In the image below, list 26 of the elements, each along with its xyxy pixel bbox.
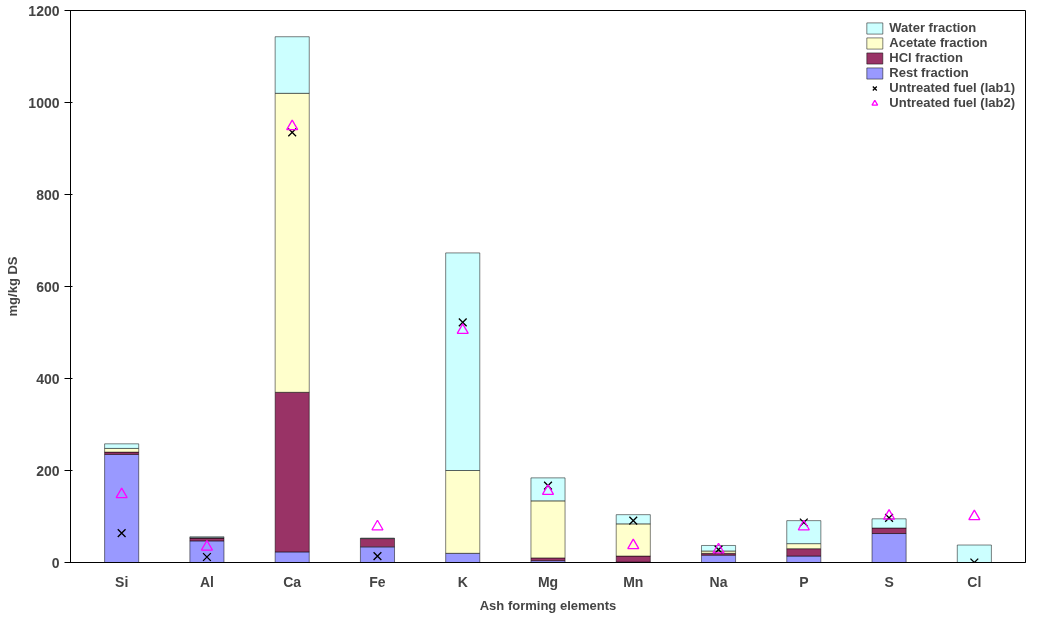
legend-label: Untreated fuel (lab1) bbox=[889, 80, 1015, 95]
x-tick-label: Fe bbox=[369, 573, 386, 590]
x-tick-label: Cl bbox=[967, 573, 982, 590]
x-tick-label: Na bbox=[709, 573, 728, 590]
x-tick-label: Mn bbox=[623, 573, 644, 590]
x-axis-title: Ash forming elements bbox=[479, 597, 617, 613]
legend-label: Untreated fuel (lab2) bbox=[889, 95, 1015, 110]
legend-label: Acetate fraction bbox=[889, 35, 988, 50]
x-tick-label: P bbox=[799, 573, 809, 590]
x-tick-label: Al bbox=[199, 573, 214, 590]
legend-label: HCl fraction bbox=[889, 50, 963, 65]
y-tick-label: 0 bbox=[51, 554, 60, 571]
x-tick-label: Ca bbox=[283, 573, 302, 590]
y-tick-label: 400 bbox=[36, 370, 60, 387]
y-tick-label: 200 bbox=[36, 462, 60, 479]
y-axis-title: mg/kg DS bbox=[5, 256, 21, 317]
x-tick-label: Mg bbox=[537, 573, 559, 590]
x-tick-label: S bbox=[884, 573, 894, 590]
y-tick-label: 600 bbox=[36, 278, 60, 295]
legend-label: Water fraction bbox=[889, 20, 977, 35]
y-tick-label: 1200 bbox=[28, 2, 60, 19]
y-tick-label: 800 bbox=[36, 186, 60, 203]
legend-label: Rest fraction bbox=[889, 65, 969, 80]
y-tick-label: 1000 bbox=[28, 94, 60, 111]
x-tick-label: Si bbox=[115, 573, 129, 590]
x-tick-label: K bbox=[457, 573, 468, 590]
